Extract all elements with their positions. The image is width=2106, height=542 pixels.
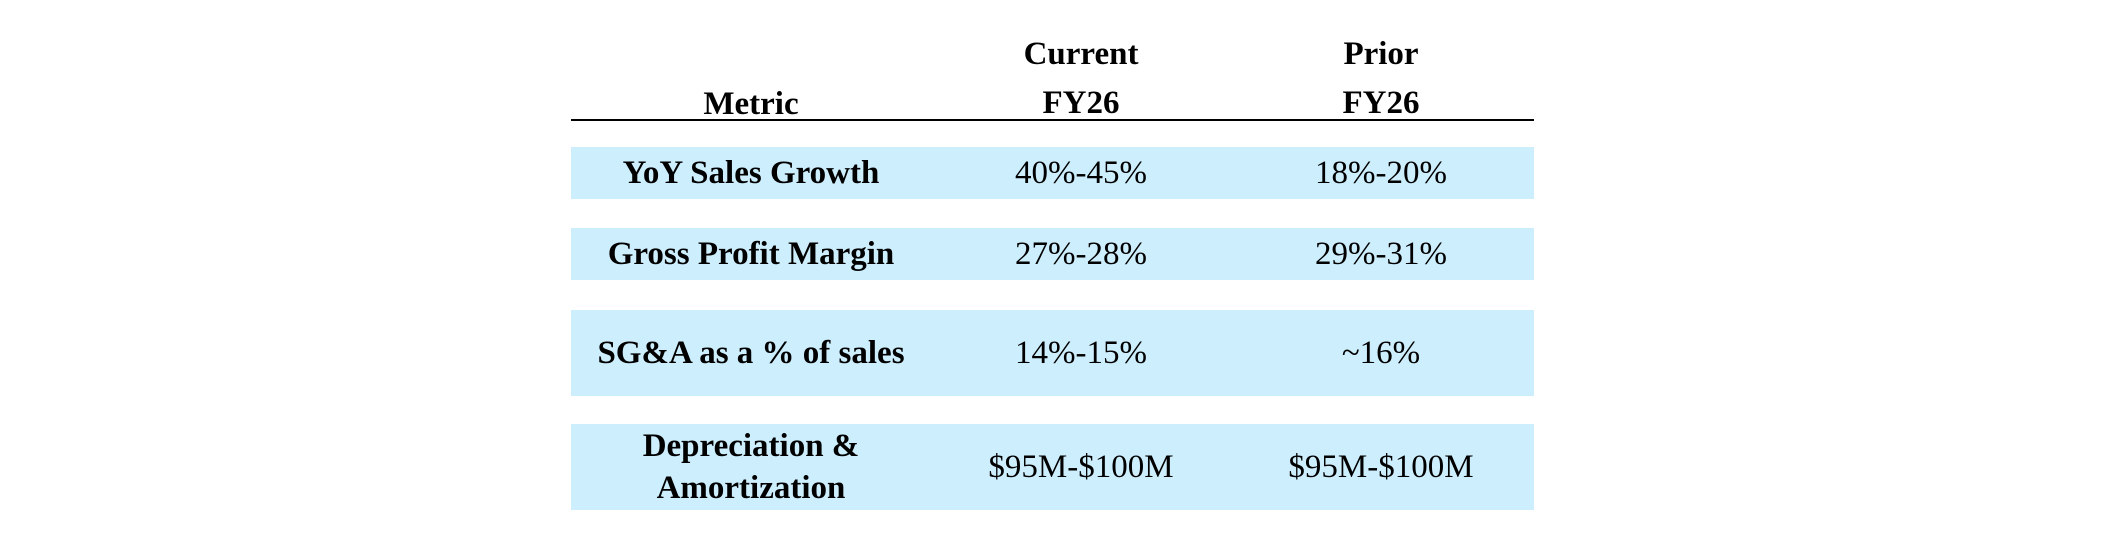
- row-current-value: 14%-15%: [1015, 335, 1147, 371]
- row-metric-cell: SG&A as a % of sales: [571, 332, 931, 374]
- header-metric-label: Metric: [703, 86, 799, 122]
- table-row: SG&A as a % of sales 14%-15% ~16%: [571, 310, 1534, 396]
- row-prior-value: $95M-$100M: [1288, 449, 1474, 485]
- header-current-line1: Current: [1023, 36, 1139, 72]
- table-header: Metric Current FY26 Prior FY26: [571, 0, 1534, 122]
- table-row: Depreciation & Amortization $95M-$100M $…: [571, 424, 1534, 510]
- row-prior-value: ~16%: [1341, 335, 1421, 371]
- table-row: Gross Profit Margin 27%-28% 29%-31%: [571, 228, 1534, 280]
- table-row: YoY Sales Growth 40%-45% 18%-20%: [571, 147, 1534, 199]
- header-prior-line1: Prior: [1343, 36, 1419, 72]
- header-current-fy26: Current FY26: [931, 30, 1231, 128]
- row-metric-label: SG&A as a % of sales: [597, 335, 905, 371]
- header-metric: Metric: [571, 80, 931, 129]
- row-metric-label-line1: Depreciation &: [642, 428, 860, 464]
- header-prior-line2: FY26: [1342, 85, 1420, 121]
- guidance-table: Metric Current FY26 Prior FY26 YoY Sales…: [571, 0, 1534, 510]
- row-current-value: 40%-45%: [1015, 155, 1147, 191]
- row-prior-value: 29%-31%: [1315, 236, 1447, 272]
- row-metric-cell: Depreciation & Amortization: [571, 425, 931, 509]
- row-metric-cell: YoY Sales Growth: [571, 152, 931, 194]
- header-prior-fy26: Prior FY26: [1231, 30, 1531, 128]
- row-prior-value: 18%-20%: [1315, 155, 1447, 191]
- row-current-value: $95M-$100M: [988, 449, 1174, 485]
- row-metric-label: Gross Profit Margin: [607, 236, 895, 272]
- row-current-value: 27%-28%: [1015, 236, 1147, 272]
- row-metric-label: YoY Sales Growth: [622, 155, 880, 191]
- row-metric-label-line2: Amortization: [656, 470, 846, 506]
- row-metric-cell: Gross Profit Margin: [571, 233, 931, 275]
- header-current-line2: FY26: [1042, 85, 1120, 121]
